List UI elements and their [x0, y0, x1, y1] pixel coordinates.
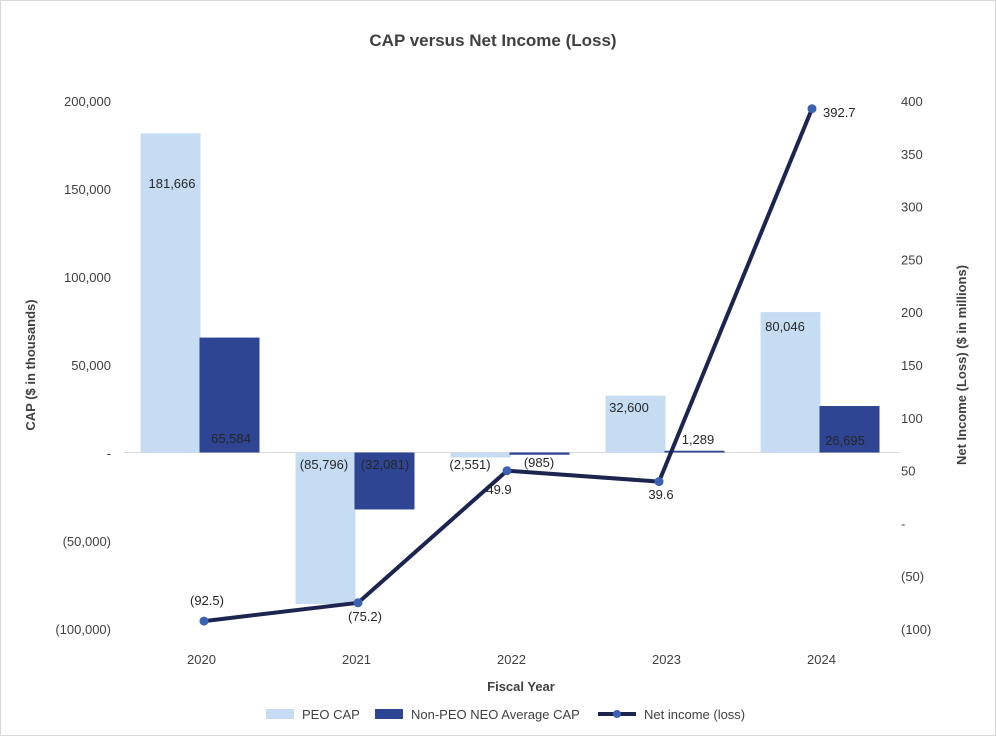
peo-cap-bar [140, 133, 201, 453]
net-income-data-label: 392.7 [823, 105, 856, 120]
y2-axis-title: Net Income (Loss) ($ in millions) [954, 265, 969, 465]
y2-tick-label: 400 [901, 94, 923, 109]
peo-cap-data-label: 181,666 [149, 176, 196, 191]
non-peo-neo-data-label: 26,695 [825, 433, 865, 448]
legend-label: Net income (loss) [644, 707, 745, 722]
x-tick-label: 2021 [342, 652, 371, 667]
legend-swatch [375, 709, 403, 719]
peo-cap-bar [760, 312, 821, 453]
y2-tick-label: - [901, 516, 905, 531]
y2-tick-label: 350 [901, 147, 923, 162]
legend-marker-swatch [613, 710, 621, 718]
legend-peo-cap: PEO CAP [266, 707, 360, 722]
y2-tick-label: (50) [901, 569, 924, 584]
peo-cap-bar [295, 452, 356, 605]
y2-tick-label: 150 [901, 358, 923, 373]
legend-non-peo-neo: Non-PEO NEO Average CAP [375, 707, 580, 722]
net-income-marker [353, 598, 363, 608]
non-peo-neo-data-label: (985) [524, 455, 554, 470]
peo-cap-bar [605, 395, 666, 453]
non-peo-neo-bar [664, 450, 725, 453]
non-peo-neo-bar [199, 337, 260, 453]
net-income-marker [654, 477, 664, 487]
y-tick-label: 100,000 [64, 270, 111, 285]
net-income-data-label: (75.2) [348, 609, 382, 624]
y-tick-label: 50,000 [71, 358, 111, 373]
net-income-data-label: 49.9 [486, 482, 511, 497]
y-tick-label: 150,000 [64, 182, 111, 197]
non-peo-neo-data-label: 65,584 [211, 431, 251, 446]
net-income-line [203, 107, 814, 624]
non-peo-neo-bar [509, 452, 570, 455]
y2-tick-label: 300 [901, 200, 923, 215]
x-tick-label: 2020 [187, 652, 216, 667]
net-income-marker [502, 466, 512, 476]
peo-cap-data-label: 32,600 [609, 400, 649, 415]
y2-tick-label: 250 [901, 252, 923, 267]
peo-cap-data-label: (2,551) [449, 457, 490, 472]
y-tick-label: (50,000) [63, 534, 111, 549]
net-income-data-label: 39.6 [648, 487, 673, 502]
y-tick-label: 200,000 [64, 94, 111, 109]
legend-swatch [266, 709, 294, 719]
y2-tick-label: 100 [901, 411, 923, 426]
y-axis-title: CAP ($ in thousands) [23, 299, 38, 430]
net-income-marker [807, 104, 817, 114]
x-tick-label: 2024 [807, 652, 836, 667]
plot-area: 200,000 150,000 100,000 50,000 - (50,000) (100… [55, 94, 931, 667]
legend: PEO CAP Non-PEO NEO Average CAP Net income… [266, 707, 745, 722]
y2-tick-label: 200 [901, 305, 923, 320]
y2-tick-label: (100) [901, 622, 931, 637]
chart-title: CAP versus Net Income (Loss) [369, 31, 616, 50]
non-peo-neo-bar [819, 406, 880, 453]
y-tick-label: (100,000) [55, 622, 111, 637]
legend-net-income: Net income (loss) [598, 707, 745, 722]
peo-cap-data-label: 80,046 [765, 319, 805, 334]
peo-cap-data-label: (85,796) [300, 457, 348, 472]
x-tick-label: 2023 [652, 652, 681, 667]
y-tick-label: - [107, 446, 111, 461]
x-axis-title: Fiscal Year [487, 679, 555, 694]
non-peo-neo-data-label: 1,289 [682, 432, 715, 447]
non-peo-neo-data-label: (32,081) [361, 457, 409, 472]
x-tick-label: 2022 [497, 652, 526, 667]
peo-cap-bar [450, 452, 511, 458]
non-peo-neo-bar [354, 452, 415, 510]
legend-label: PEO CAP [302, 707, 360, 722]
y2-tick-label: 50 [901, 464, 915, 479]
net-income-data-label: (92.5) [190, 593, 224, 608]
net-income-marker [199, 616, 209, 626]
legend-label: Non-PEO NEO Average CAP [411, 707, 580, 722]
